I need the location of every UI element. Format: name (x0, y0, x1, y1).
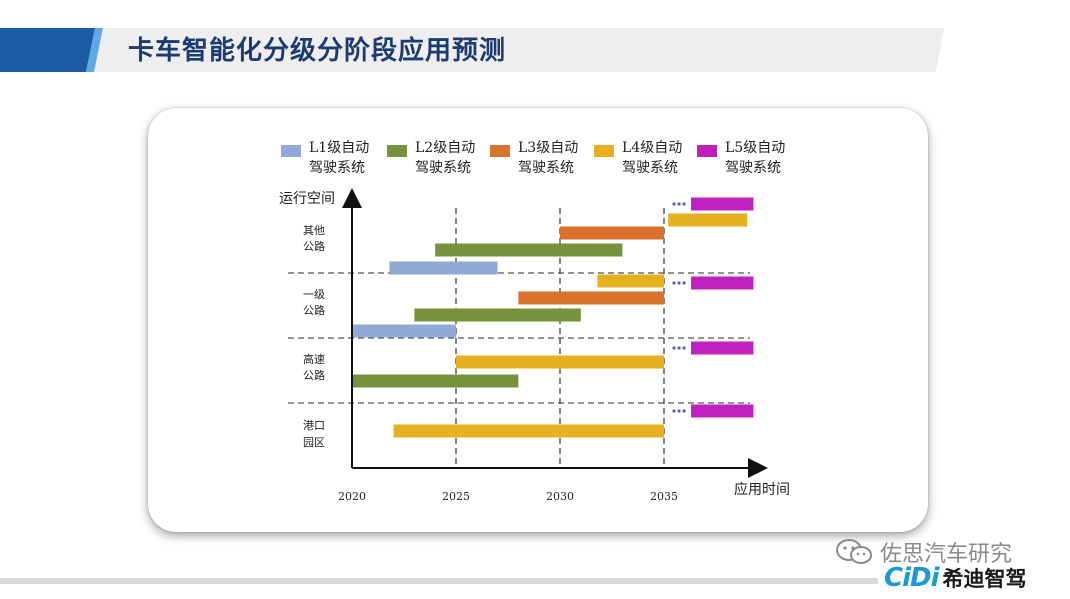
bar-一级-l4 (597, 274, 664, 288)
legend-swatch-l2 (387, 145, 407, 157)
category-label-line1: 一级 (303, 288, 325, 301)
bar-其他-l4 (668, 213, 748, 227)
x-tick-label-2030: 2030 (546, 490, 574, 503)
legend-label-l2: L2级自动 (415, 140, 475, 156)
bar-高速-l4 (456, 355, 664, 369)
legend-label-line2-l4: 驾驶系统 (622, 160, 678, 176)
continuation-dot (682, 346, 686, 350)
watermark-text: 佐思汽车研究 (880, 542, 1013, 567)
bar-一级-l1 (352, 324, 456, 338)
continuation-dot (672, 202, 676, 206)
legend-label-line2-l3: 驾驶系统 (518, 160, 574, 176)
legend-swatch-l4 (594, 145, 614, 157)
legend-label-l4: L4级自动 (622, 140, 682, 156)
category-label-line2: 园区 (303, 436, 325, 449)
category-label-line2: 公路 (303, 304, 325, 317)
bar-港口-l4 (393, 424, 664, 438)
title-banner-shapes (0, 28, 944, 72)
title-banner-background (0, 28, 944, 72)
category-label-line1: 港口 (303, 419, 325, 432)
continuation-dot (677, 202, 681, 206)
legend-label-l3: L3级自动 (518, 140, 578, 156)
bar-其他-l5 (691, 197, 754, 211)
bar-其他-l3 (560, 226, 664, 240)
y-axis-title: 运行空间 (279, 191, 335, 207)
x-tick-label-2035: 2035 (650, 490, 678, 503)
brand-logo-group: CiDi 希迪智驾 (884, 563, 1027, 593)
continuation-dot (672, 281, 676, 285)
legend-label-line2-l2: 驾驶系统 (415, 160, 471, 176)
bar-其他-l2 (435, 243, 623, 257)
title-banner (0, 0, 1070, 80)
x-tick-label-2025: 2025 (442, 490, 470, 503)
category-label-line2: 公路 (303, 240, 325, 253)
legend-swatch-l1 (281, 145, 301, 157)
continuation-dot (682, 281, 686, 285)
continuation-dot (677, 281, 681, 285)
page-title: 卡车智能化分级分阶段应用预测 (128, 36, 507, 66)
legend-label-l1: L1级自动 (309, 140, 369, 156)
watermark: 佐思汽车研究 (834, 536, 1012, 568)
chart-bars (352, 197, 754, 438)
legend-label-line2-l5: 驾驶系统 (725, 160, 781, 176)
x-axis-title: 应用时间 (734, 481, 790, 498)
bar-一级-l2 (414, 308, 581, 322)
continuation-dot (677, 346, 681, 350)
footer-divider (0, 578, 878, 584)
x-tick-label-2020: 2020 (338, 490, 366, 503)
bar-其他-l1 (389, 261, 498, 275)
bar-高速-l2 (352, 374, 519, 388)
legend-label-line2-l1: 驾驶系统 (309, 160, 365, 176)
legend-swatch-l3 (490, 145, 510, 157)
bar-高速-l5 (691, 341, 754, 355)
wechat-icon (836, 539, 872, 564)
continuation-dot (682, 202, 686, 206)
category-label-line2: 公路 (303, 369, 325, 382)
continuation-dot (682, 409, 686, 413)
title-banner-accent-stripe (86, 28, 103, 72)
bar-一级-l5 (691, 276, 754, 290)
continuation-dot (672, 346, 676, 350)
continuation-dot (672, 409, 676, 413)
continuation-dot (677, 409, 681, 413)
bar-一级-l3 (518, 291, 664, 305)
brand-name: 希迪智驾 (942, 567, 1027, 591)
chart-axes (342, 188, 768, 478)
brand-logo: CiDi (884, 563, 939, 593)
legend-swatch-l5 (697, 145, 717, 157)
category-label-line1: 其他 (303, 224, 325, 237)
category-label-line1: 高速 (303, 352, 325, 366)
bar-港口-l5 (691, 404, 754, 418)
legend-label-l5: L5级自动 (725, 140, 785, 156)
title-banner-blue-block (0, 28, 95, 72)
